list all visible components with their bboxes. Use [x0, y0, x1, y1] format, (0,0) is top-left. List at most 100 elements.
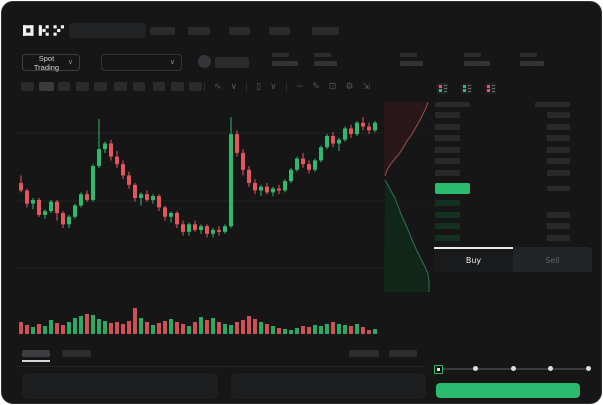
orderbook-ask-row[interactable] [434, 133, 592, 144]
slider-stop[interactable] [548, 366, 553, 371]
orderbook-header-amount [535, 102, 570, 107]
pair-dropdown[interactable]: ∨ [101, 54, 182, 71]
candle-body [199, 226, 203, 230]
chevron-down-icon[interactable]: ∨ [270, 81, 277, 92]
volume-bar [67, 322, 71, 334]
orderbook-trade-panel: Buy Sell [434, 2, 592, 403]
search-input[interactable] [69, 23, 146, 38]
candle-body [79, 194, 83, 206]
candle-body [175, 213, 179, 225]
timeframe-chip[interactable] [171, 82, 184, 91]
screenshot-icon[interactable]: ⊡ [328, 81, 337, 92]
slider-stop[interactable] [473, 366, 478, 371]
bottom-action-skeleton[interactable] [349, 350, 379, 357]
stat-label-skeleton [314, 53, 331, 57]
buy-submit-button[interactable] [436, 383, 580, 398]
nav-item-skeleton[interactable] [188, 27, 210, 35]
volume-bar [19, 322, 23, 334]
nav-item-skeleton[interactable] [150, 27, 175, 35]
nav-item-skeleton[interactable] [229, 27, 250, 35]
orderbook-bid-row[interactable] [434, 221, 592, 232]
timeframe-chip[interactable] [189, 82, 202, 91]
orderbook-ask-row[interactable] [434, 168, 592, 179]
slider-stop[interactable] [510, 366, 516, 371]
orderbook-last-price-row[interactable] [435, 183, 591, 196]
price-bar-skeleton [435, 170, 460, 176]
candle-body [217, 229, 221, 232]
orderbook-ask-row[interactable] [434, 122, 592, 133]
orderbook-bid-row[interactable] [434, 198, 592, 209]
depth-bids-area [384, 180, 429, 292]
volume-bar [307, 327, 311, 334]
volume-bar [301, 326, 305, 334]
orderbook-bid-row[interactable] [434, 210, 592, 221]
volume-bar [187, 326, 191, 334]
book-view-bids[interactable] [461, 83, 472, 94]
divider [204, 82, 205, 92]
bottom-action-skeleton[interactable] [389, 350, 417, 357]
slider-stop[interactable] [585, 366, 591, 371]
chart-toolbar-icons: ∿ ∨ ▯ ∨ ~ ✎ ⊡ ⚙ ⇲ [204, 81, 370, 93]
candle-body [247, 169, 251, 183]
bottom-tab-skeleton[interactable] [62, 350, 91, 357]
candle-body [253, 182, 257, 191]
volume-bar [247, 316, 251, 334]
fullscreen-icon[interactable]: ⇲ [362, 81, 370, 92]
volume-bar [253, 319, 257, 334]
amount-bar-skeleton [547, 135, 570, 142]
volume-bar [313, 325, 317, 334]
timeframe-chip[interactable] [94, 82, 107, 91]
settings-icon[interactable]: ⚙ [345, 81, 354, 92]
timeframe-chip[interactable] [58, 82, 70, 91]
nav-item-skeleton[interactable] [269, 27, 290, 35]
volume-bar [43, 326, 47, 334]
price-bar-skeleton [435, 146, 460, 153]
okx-logo[interactable] [23, 24, 64, 37]
timeframe-chip[interactable] [114, 82, 127, 91]
volume-bar [103, 321, 107, 334]
candle-body [139, 194, 143, 198]
timeframe-chip[interactable] [76, 82, 89, 91]
candle-body [37, 199, 41, 215]
indicators-icon[interactable]: ∿ [214, 81, 222, 92]
orderbook-ask-row[interactable] [434, 110, 592, 121]
tab-buy[interactable]: Buy [434, 247, 513, 272]
amount-bar-skeleton [547, 234, 570, 241]
tab-sell[interactable]: Sell [513, 247, 592, 272]
line-tool-icon[interactable]: ~ [295, 81, 304, 92]
orderbook-ask-row[interactable] [434, 145, 592, 156]
price-chart[interactable] [16, 102, 432, 347]
candle-body [367, 126, 371, 131]
candle-body [73, 205, 77, 217]
volume-bar [337, 324, 341, 334]
candle-body [349, 128, 353, 135]
bottom-tab-skeleton[interactable] [22, 350, 50, 357]
timeframe-chip[interactable] [21, 82, 34, 91]
stat-value-skeleton [520, 61, 544, 66]
chevron-down-icon[interactable]: ∨ [230, 81, 238, 92]
slider-handle[interactable] [434, 364, 443, 374]
orderbook-bid-row[interactable] [434, 233, 592, 244]
volume-bar [79, 316, 83, 334]
chart-style-icon[interactable]: ▯ [256, 81, 262, 92]
timeframe-chip[interactable] [133, 82, 145, 91]
volume-bar [193, 322, 197, 334]
candle-body [355, 122, 359, 135]
draw-tool-icon[interactable]: ✎ [312, 81, 320, 92]
volume-bar [277, 328, 281, 334]
volume-bar [181, 324, 185, 334]
volume-bar [25, 325, 29, 334]
candle-body [133, 184, 137, 198]
orderbook-ask-row[interactable] [434, 156, 592, 167]
candle-body [289, 169, 293, 182]
nav-item-skeleton[interactable] [312, 27, 339, 35]
candle-body [55, 201, 59, 214]
candle-body [61, 213, 65, 225]
market-mode-selector[interactable]: Spot Trading ∨ [22, 54, 80, 72]
timeframe-chip[interactable] [39, 82, 54, 91]
volume-bar [115, 322, 119, 334]
book-view-asks[interactable] [485, 83, 496, 94]
book-view-combined[interactable] [437, 83, 448, 94]
timeframe-chip[interactable] [153, 82, 165, 91]
stat-label-skeleton [464, 53, 481, 57]
